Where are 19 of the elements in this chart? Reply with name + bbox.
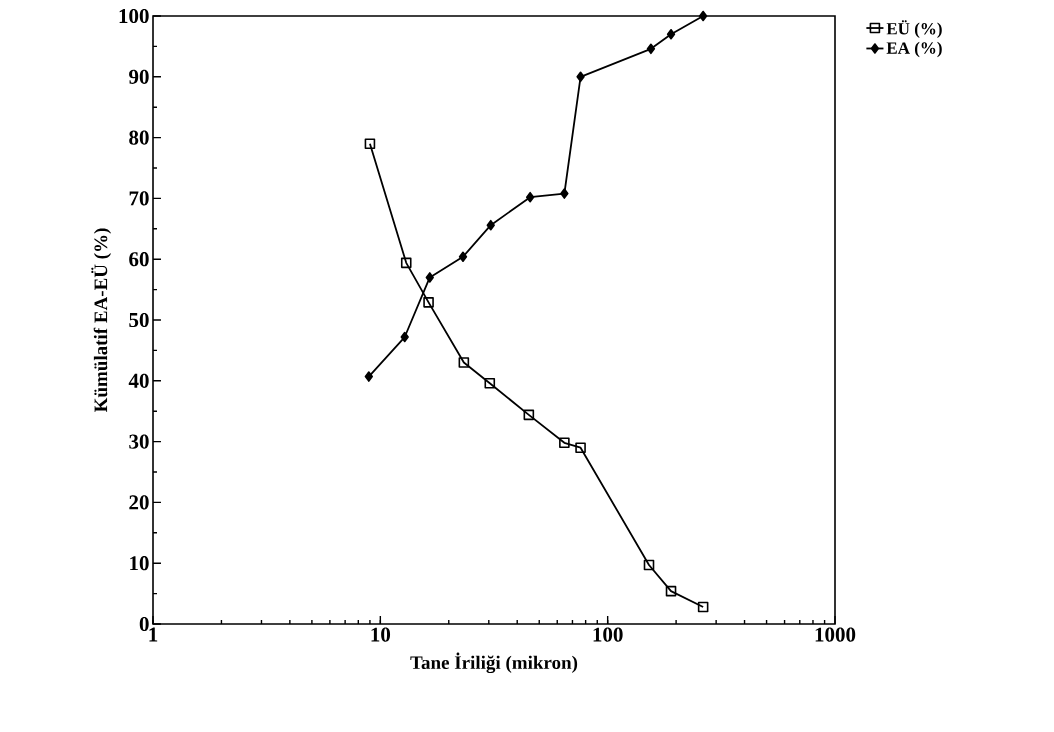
y-tick-label: 80 <box>129 130 149 145</box>
y-tick-label: 40 <box>128 373 149 388</box>
y-tick-label: 90 <box>129 69 149 84</box>
y-tick-label: 70 <box>129 191 149 206</box>
y-tick-label: 20 <box>129 495 149 510</box>
x-tick-label: 1 <box>149 627 158 642</box>
y-tick-label: 50 <box>129 312 149 328</box>
x-axis-title: Tane İriliği (mikron) <box>410 652 578 674</box>
y-tick-label: 60 <box>129 252 149 267</box>
y-tick-label: 30 <box>129 434 149 449</box>
y-tick-label: 100 <box>119 8 149 24</box>
legend-label: EA (%) <box>886 41 942 58</box>
x-tick-label: 100 <box>593 627 623 642</box>
legend-label: EÜ (%) <box>886 20 942 38</box>
y-tick-label: 0 <box>139 616 149 632</box>
y-tick-label: 10 <box>130 556 149 571</box>
y-axis-title: Kümülatif EA-EÜ (%) <box>91 228 112 413</box>
x-tick-label: 1000 <box>815 627 856 642</box>
x-tick-label: 10 <box>371 627 391 642</box>
